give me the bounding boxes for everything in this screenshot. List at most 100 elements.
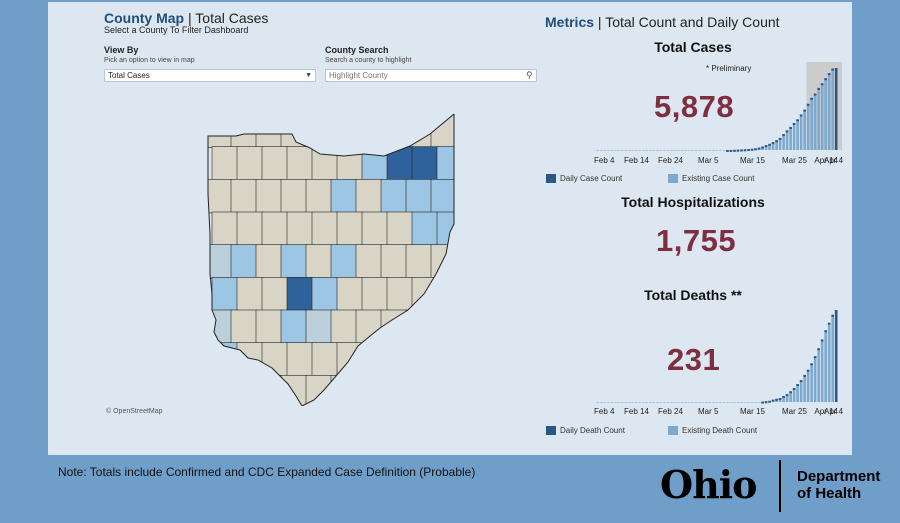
- county-region[interactable]: [211, 146, 239, 181]
- chart-bar[interactable]: [782, 134, 785, 150]
- county-region[interactable]: [411, 342, 439, 377]
- county-region[interactable]: [330, 179, 358, 214]
- chart-bar[interactable]: [834, 68, 838, 150]
- chart-bar[interactable]: [712, 150, 715, 151]
- chart-bar[interactable]: [754, 402, 757, 403]
- county-region[interactable]: [311, 342, 339, 377]
- county-region[interactable]: [280, 244, 308, 279]
- chart-bar[interactable]: [799, 114, 803, 150]
- county-region[interactable]: [405, 244, 433, 279]
- chart-bar[interactable]: [663, 150, 666, 151]
- county-region[interactable]: [206, 244, 233, 279]
- chart-bar[interactable]: [820, 339, 824, 402]
- chart-bar[interactable]: [680, 402, 684, 403]
- county-region[interactable]: [236, 146, 264, 181]
- chart-bar[interactable]: [631, 150, 635, 151]
- county-region[interactable]: [230, 179, 258, 214]
- county-region[interactable]: [436, 211, 462, 246]
- chart-bar[interactable]: [610, 402, 614, 403]
- chart-bar[interactable]: [599, 150, 603, 151]
- chart-bar[interactable]: [771, 142, 775, 150]
- view-by-select[interactable]: Total Cases ▼: [104, 69, 316, 82]
- chart-bar[interactable]: [677, 150, 680, 151]
- county-region[interactable]: [430, 244, 457, 279]
- county-region[interactable]: [236, 211, 264, 246]
- county-region[interactable]: [336, 277, 364, 312]
- county-region[interactable]: [255, 309, 283, 344]
- chart-bar[interactable]: [708, 402, 712, 403]
- chart-bar[interactable]: [757, 402, 761, 403]
- chart-bar[interactable]: [620, 150, 624, 151]
- chart-bar[interactable]: [624, 150, 628, 151]
- chart-bar[interactable]: [606, 402, 610, 403]
- chart-bar[interactable]: [684, 150, 687, 151]
- county-region[interactable]: [211, 342, 239, 377]
- county-region[interactable]: [355, 179, 383, 214]
- county-region[interactable]: [355, 244, 383, 279]
- county-region[interactable]: [386, 146, 414, 181]
- county-region[interactable]: [330, 309, 358, 344]
- county-region[interactable]: [411, 211, 439, 246]
- county-region[interactable]: [305, 244, 333, 279]
- chart-bar[interactable]: [641, 150, 645, 151]
- chart-bar[interactable]: [694, 150, 698, 151]
- county-region[interactable]: [206, 375, 233, 406]
- chart-bar[interactable]: [778, 137, 782, 150]
- county-region[interactable]: [311, 277, 339, 312]
- chart-bar[interactable]: [649, 150, 652, 151]
- county-region[interactable]: [411, 146, 439, 181]
- chart-bar[interactable]: [733, 402, 736, 403]
- chart-bar[interactable]: [687, 150, 691, 151]
- county-region[interactable]: [236, 277, 264, 312]
- county-region[interactable]: [361, 277, 389, 312]
- county-region[interactable]: [430, 114, 457, 148]
- county-region[interactable]: [380, 244, 408, 279]
- county-region[interactable]: [255, 375, 283, 406]
- chart-bar[interactable]: [719, 402, 722, 403]
- chart-bar[interactable]: [659, 150, 663, 151]
- chart-bar[interactable]: [666, 402, 670, 403]
- chart-bar[interactable]: [813, 356, 817, 402]
- county-region[interactable]: [255, 114, 283, 148]
- chart-bar[interactable]: [834, 310, 838, 402]
- chart-bar[interactable]: [803, 374, 806, 402]
- chart-bar[interactable]: [796, 384, 799, 402]
- county-region[interactable]: [236, 342, 264, 377]
- chart-bar[interactable]: [666, 150, 670, 151]
- chart-bar[interactable]: [817, 348, 820, 402]
- county-region[interactable]: [361, 146, 389, 181]
- county-region[interactable]: [436, 342, 462, 377]
- chart-bar[interactable]: [627, 150, 631, 151]
- county-region[interactable]: [261, 146, 289, 181]
- chart-bar[interactable]: [596, 402, 600, 403]
- chart-bar[interactable]: [617, 150, 621, 151]
- county-region[interactable]: [230, 375, 258, 406]
- chart-bar[interactable]: [743, 402, 747, 403]
- chart-bar[interactable]: [631, 402, 635, 403]
- chart-bar[interactable]: [792, 388, 796, 402]
- chart-bar[interactable]: [736, 402, 740, 403]
- county-region[interactable]: [355, 309, 383, 344]
- county-region[interactable]: [280, 179, 308, 214]
- chart-bar[interactable]: [606, 150, 610, 151]
- chart-bar[interactable]: [715, 150, 719, 151]
- chart-bar[interactable]: [719, 150, 722, 151]
- chart-bar[interactable]: [694, 402, 698, 403]
- chart-bar[interactable]: [656, 402, 659, 403]
- county-region[interactable]: [336, 211, 364, 246]
- county-region[interactable]: [261, 277, 289, 312]
- chart-bar[interactable]: [796, 119, 799, 150]
- chart-bar[interactable]: [740, 402, 743, 403]
- chart-bar[interactable]: [680, 150, 684, 151]
- chart-bar[interactable]: [691, 150, 694, 151]
- chart-bar[interactable]: [624, 402, 628, 403]
- county-region[interactable]: [261, 211, 289, 246]
- chart-bar[interactable]: [768, 143, 771, 150]
- chart-bar[interactable]: [610, 150, 614, 151]
- chart-bar[interactable]: [705, 150, 708, 151]
- chart-bar[interactable]: [764, 145, 768, 150]
- chart-bar[interactable]: [617, 402, 621, 403]
- chart-bar[interactable]: [687, 402, 691, 403]
- chart-bar[interactable]: [712, 402, 715, 403]
- chart-bar[interactable]: [652, 402, 656, 403]
